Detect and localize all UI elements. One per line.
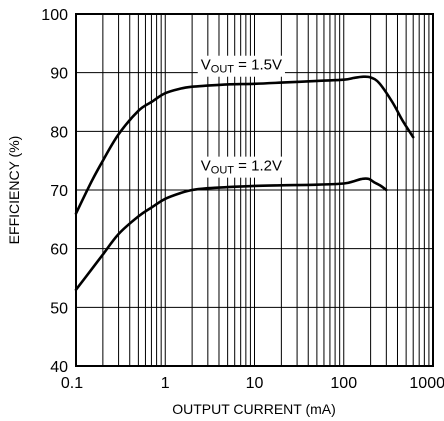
y-tick-label: 90 [50,66,68,83]
series-line-2 [74,177,388,291]
x-tick-labels: 0.1 1 10 100 1000 [61,375,444,392]
series-label-subscript: OUT [211,165,235,177]
series-label-1: VOUT = 1.5V [201,57,282,76]
y-tick-label: 50 [50,300,68,317]
y-axis-title: EFFICIENCY (%) [6,136,22,245]
x-tick-label: 1000 [409,375,444,392]
series-label-subscript: OUT [211,64,235,76]
series-label-2: VOUT = 1.2V [201,158,282,177]
y-tick-label: 80 [50,124,68,141]
x-tick-label: 10 [246,375,264,392]
y-tick-label: 70 [50,183,68,200]
y-tick-label: 100 [41,7,68,24]
y-tick-label: 60 [50,242,68,259]
series-label-rest: = 1.2V [234,158,282,175]
series-label-main: V [201,57,211,74]
x-tick-label: 1 [161,375,170,392]
plot-frame [75,13,434,367]
x-tick-label: 100 [330,375,357,392]
series-label-background [197,55,285,77]
x-tick-label: 0.1 [61,375,83,392]
y-tick-label: 40 [50,359,68,376]
series-label-background [197,156,285,178]
series-curves [74,75,415,291]
series-label-rest: = 1.5V [234,57,282,74]
series-label-main: V [201,158,211,175]
series-line-1 [74,75,415,215]
x-axis-title: OUTPUT CURRENT (mA) [172,401,336,417]
y-tick-labels: 40 50 60 70 80 90 100 [41,7,68,376]
